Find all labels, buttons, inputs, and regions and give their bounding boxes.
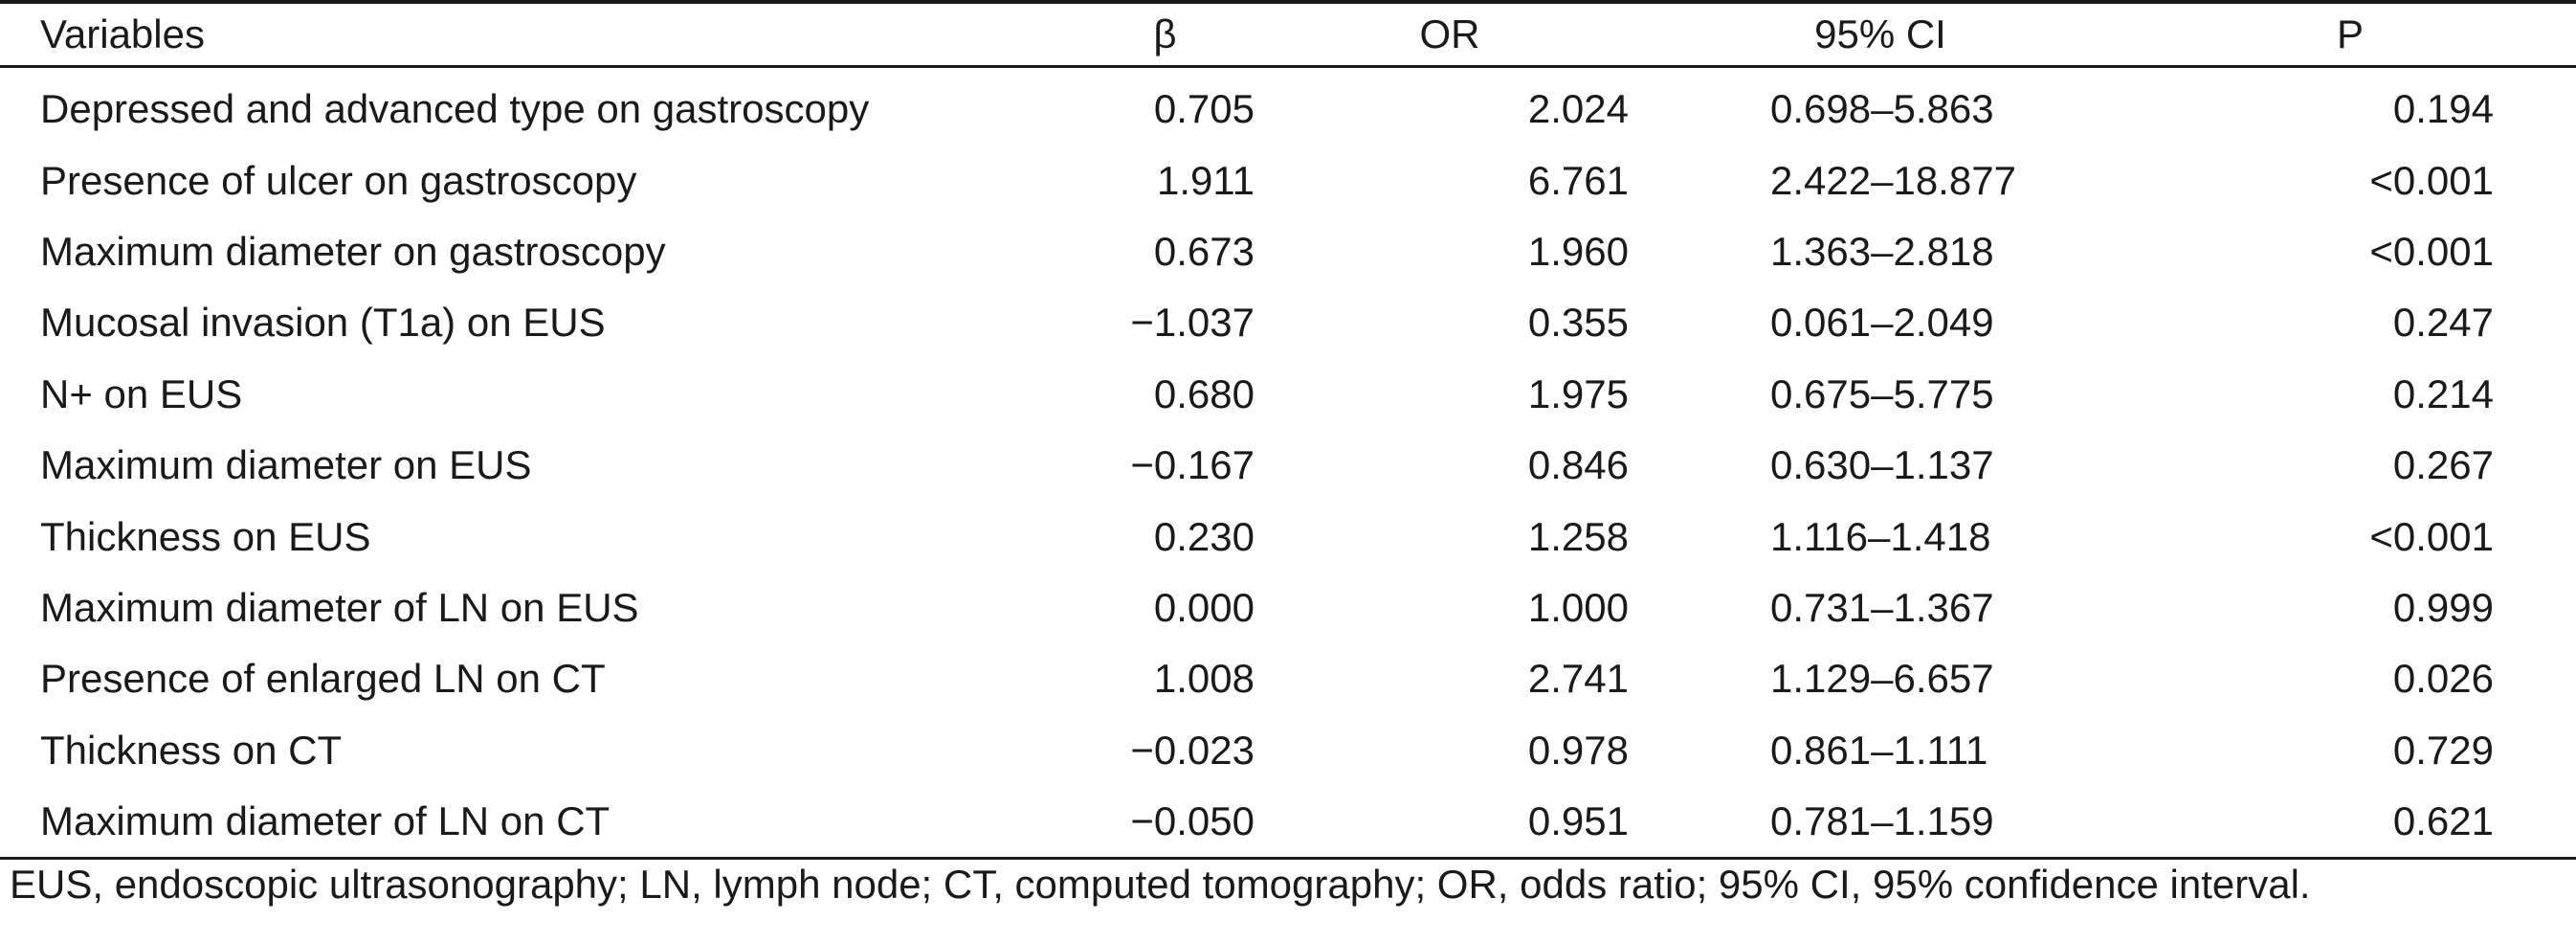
cell-ci: 1.116–1.418 <box>1770 513 1991 559</box>
cell-ci: 1.129–6.657 <box>1770 656 1994 702</box>
cell-or: 1.258 <box>1527 513 1629 559</box>
cell-or: 1.000 <box>1527 584 1629 630</box>
cell-beta: 1.911 <box>1157 157 1255 203</box>
cell-variable: Thickness on CT <box>40 727 343 773</box>
table-row: N+ on EUS 0.680 1.975 0.675–5.775 0.214 <box>0 359 2576 430</box>
cell-p: 0.621 <box>2124 785 2576 861</box>
cell-p: <0.001 <box>2369 513 2494 559</box>
header-row: Variables β OR 95% CI P <box>0 0 2576 68</box>
cell-variable: Maximum diameter on EUS <box>40 442 532 488</box>
cell-variable: N+ on EUS <box>40 370 243 416</box>
table-row: Maximum diameter of LN on EUS 0.000 1.00… <box>0 573 2576 643</box>
cell-beta: 0.680 <box>1153 370 1255 416</box>
cell-ci: 0.698–5.863 <box>1770 86 1994 132</box>
cell-variable: Presence of enlarged LN on CT <box>40 656 606 702</box>
cell-p: 0.267 <box>2392 442 2494 488</box>
table-row: Depressed and advanced type on gastrosco… <box>0 67 2576 146</box>
cell-or: 0.846 <box>1527 442 1629 488</box>
table-row: Maximum diameter on gastroscopy 0.673 1.… <box>0 216 2576 287</box>
cell-ci: 0.861–1.111 <box>1770 727 1988 773</box>
cell-or: 1.960 <box>1527 228 1629 274</box>
cell-or: 6.761 <box>1527 157 1629 203</box>
cell-ci: 0.061–2.049 <box>1770 300 1994 346</box>
cell-or: 2.741 <box>1527 656 1629 702</box>
cell-p: 0.214 <box>2392 370 2494 416</box>
regression-table: Variables β OR 95% CI P Depressed and ad… <box>0 0 2576 861</box>
header-p: P <box>2124 0 2576 68</box>
cell-p: <0.001 <box>2369 228 2494 274</box>
cell-variable: Depressed and advanced type on gastrosco… <box>40 86 870 132</box>
cell-or: 2.024 <box>1527 86 1629 132</box>
cell-p: 0.999 <box>2392 584 2494 630</box>
cell-or: 0.951 <box>1263 785 1636 861</box>
cell-beta: 0.673 <box>1153 228 1255 274</box>
cell-beta: −1.037 <box>1130 300 1255 346</box>
table-row: Maximum diameter of LN on CT −0.050 0.95… <box>0 785 2576 861</box>
cell-ci: 0.731–1.367 <box>1770 584 1994 630</box>
table-row: Maximum diameter on EUS −0.167 0.846 0.6… <box>0 430 2576 501</box>
header-variables: Variables <box>0 0 1067 68</box>
table-row: Presence of ulcer on gastroscopy 1.911 6… <box>0 145 2576 215</box>
cell-variable: Maximum diameter on gastroscopy <box>40 228 666 274</box>
table-row: Mucosal invasion (T1a) on EUS −1.037 0.3… <box>0 287 2576 358</box>
cell-or: 0.355 <box>1527 300 1629 346</box>
cell-p: 0.247 <box>2392 300 2494 346</box>
cell-variable: Thickness on EUS <box>40 513 371 559</box>
header-or: OR <box>1263 0 1636 68</box>
cell-or: 0.978 <box>1527 727 1629 773</box>
cell-beta: −0.167 <box>1130 442 1255 488</box>
cell-beta: 0.705 <box>1153 86 1255 132</box>
cell-ci: 1.363–2.818 <box>1770 228 1994 274</box>
cell-p: 0.729 <box>2392 727 2494 773</box>
table-row: Thickness on EUS 0.230 1.258 1.116–1.418… <box>0 501 2576 572</box>
cell-variable: Maximum diameter of LN on EUS <box>40 584 639 630</box>
table-row: Presence of enlarged LN on CT 1.008 2.74… <box>0 643 2576 714</box>
cell-ci: 0.675–5.775 <box>1770 370 1994 416</box>
header-ci: 95% CI <box>1636 0 2124 68</box>
cell-ci: 2.422–18.877 <box>1770 157 2016 203</box>
cell-variable: Mucosal invasion (T1a) on EUS <box>40 300 606 346</box>
cell-variable: Presence of ulcer on gastroscopy <box>40 157 637 203</box>
cell-or: 1.975 <box>1527 370 1629 416</box>
cell-p: 0.194 <box>2392 86 2494 132</box>
table-header: Variables β OR 95% CI P <box>0 0 2576 68</box>
cell-p: <0.001 <box>2369 157 2494 203</box>
cell-beta: 0.000 <box>1153 584 1255 630</box>
cell-ci: 0.630–1.137 <box>1770 442 1994 488</box>
cell-beta: 0.230 <box>1153 513 1255 559</box>
cell-beta: −0.023 <box>1130 727 1255 773</box>
table-body: Depressed and advanced type on gastrosco… <box>0 67 2576 861</box>
cell-p: 0.026 <box>2392 656 2494 702</box>
table-row: Thickness on CT −0.023 0.978 0.861–1.111… <box>0 715 2576 786</box>
cell-variable: Maximum diameter of LN on CT <box>0 785 1067 861</box>
cell-beta: −0.050 <box>1067 785 1263 861</box>
cell-beta: 1.008 <box>1153 656 1255 702</box>
header-beta: β <box>1067 0 1263 68</box>
cell-ci: 0.781–1.159 <box>1636 785 2124 861</box>
table-footnote: EUS, endoscopic ultrasonography; LN, lym… <box>10 862 2311 907</box>
